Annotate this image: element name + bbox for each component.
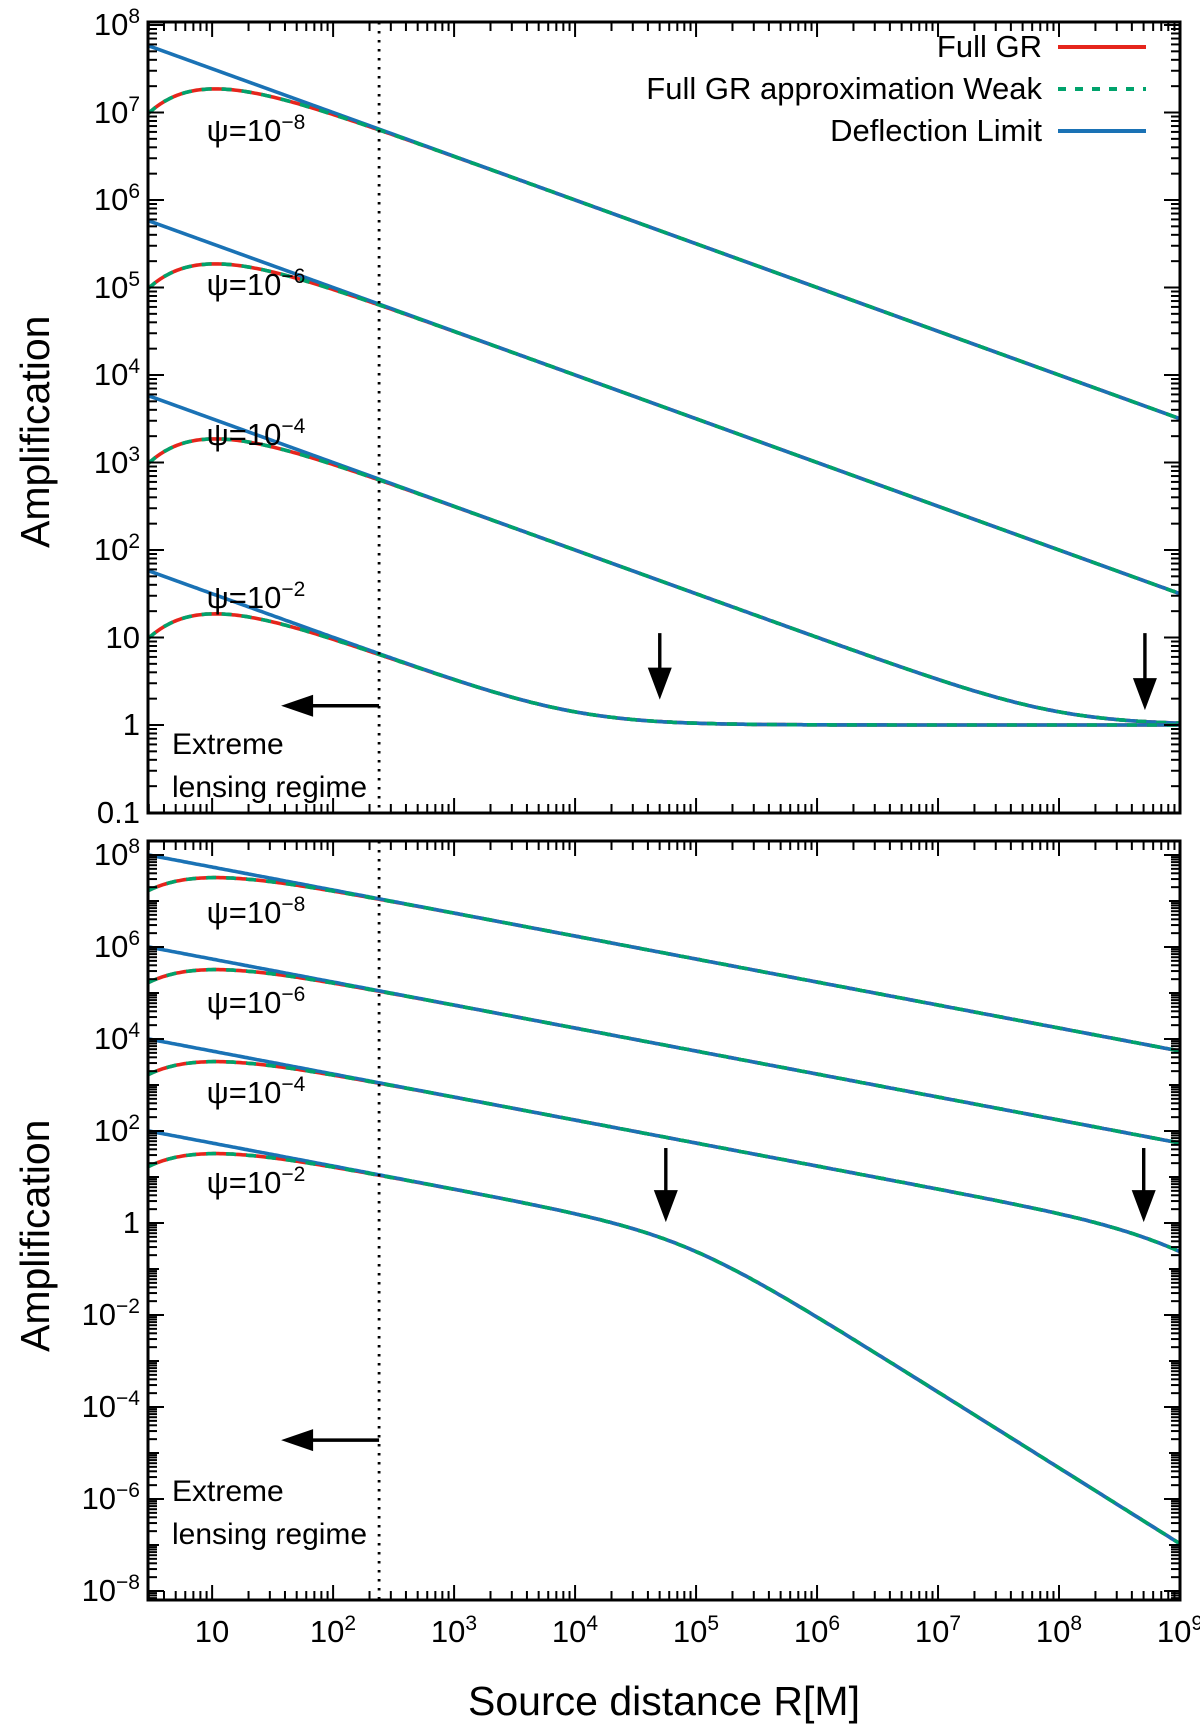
legend: Full GR Full GR approximation Weak Defle… <box>646 26 1146 152</box>
y-tick-label: 104 <box>93 355 140 392</box>
y-tick-label: 1 <box>122 707 140 742</box>
y-tick-label: 10−6 <box>81 1479 140 1516</box>
psi-label: ψ=10−2 <box>206 578 306 615</box>
legend-label-full-gr: Full GR <box>936 29 1042 64</box>
legend-line-weak-approximation-icon <box>1058 87 1146 91</box>
x-tick-label: 105 <box>672 1612 720 1649</box>
x-tick-label: 108 <box>1035 1612 1083 1649</box>
y-tick-label: 0.1 <box>96 795 140 830</box>
legend-item-deflection-limit: Deflection Limit <box>646 110 1146 152</box>
y-tick-label: 1 <box>122 1205 140 1240</box>
panel-bottom-curves <box>149 853 1179 1546</box>
x-tick-label: 107 <box>914 1612 962 1649</box>
extreme-lensing-regime-label: lensing regime <box>172 771 368 804</box>
panel-top-curves <box>149 44 1179 727</box>
panel-top-left-arrow <box>281 694 380 717</box>
y-tick-label: 105 <box>93 268 140 305</box>
psi-label: ψ=10−2 <box>206 1163 306 1200</box>
extreme-lensing-regime-label: Extreme <box>172 728 284 761</box>
x-tick-label: 104 <box>551 1612 599 1649</box>
psi-label: ψ=10−6 <box>206 265 306 302</box>
y-tick-label: 10−8 <box>81 1571 140 1608</box>
legend-label-weak-approximation: Full GR approximation Weak <box>646 71 1042 106</box>
y-tick-label: 106 <box>93 927 140 964</box>
y-tick-label: 102 <box>93 530 140 567</box>
x-tick-label: 106 <box>793 1612 841 1649</box>
x-tick-label: 103 <box>430 1612 478 1649</box>
psi-label: ψ=10−4 <box>206 1073 306 1110</box>
y-tick-label: 103 <box>93 443 140 480</box>
panel-bottom-frame <box>146 839 1182 1602</box>
panel-bottom-down-arrow-0 <box>653 1148 678 1223</box>
x-tick-label: 102 <box>309 1612 357 1649</box>
panel-bottom-left-arrow <box>281 1429 380 1452</box>
y-tick-label: 10−4 <box>81 1387 140 1424</box>
panel-top-down-arrow-1 <box>1132 633 1157 711</box>
psi-label: ψ=10−8 <box>206 111 306 148</box>
panel-bottom-ticks <box>147 840 1181 1600</box>
panel-top-frame <box>146 20 1182 815</box>
extreme-lensing-regime-label: lensing regime <box>172 1518 368 1551</box>
y-axis-title-bottom: Amplification <box>12 1119 58 1352</box>
y-tick-label: 108 <box>93 5 140 42</box>
x-tick-label: 10 <box>194 1614 230 1649</box>
y-tick-label: 107 <box>93 93 140 130</box>
legend-line-deflection-limit-icon <box>1058 129 1146 133</box>
legend-item-full-gr: Full GR <box>646 26 1146 68</box>
y-tick-label: 108 <box>93 835 140 872</box>
y-tick-label: 106 <box>93 180 140 217</box>
y-tick-label: 10−2 <box>81 1295 140 1332</box>
x-tick-label: 109 <box>1156 1612 1200 1649</box>
legend-item-weak-approximation: Full GR approximation Weak <box>646 68 1146 110</box>
psi-label: ψ=10−6 <box>206 983 306 1020</box>
y-tick-label: 10 <box>105 620 140 655</box>
psi-label: ψ=10−8 <box>206 893 306 930</box>
y-tick-label: 102 <box>93 1111 140 1148</box>
y-axis-title-top: Amplification <box>12 315 58 548</box>
x-axis-title: Source distance R[M] <box>468 1678 860 1724</box>
extreme-lensing-regime-label: Extreme <box>172 1475 284 1508</box>
panel-top-down-arrow-0 <box>647 633 672 700</box>
y-tick-label: 104 <box>93 1019 140 1056</box>
psi-label: ψ=10−4 <box>206 415 306 452</box>
legend-label-deflection-limit: Deflection Limit <box>830 113 1042 148</box>
panel-bottom-down-arrow-1 <box>1131 1148 1156 1223</box>
legend-line-full-gr-icon <box>1058 45 1146 49</box>
